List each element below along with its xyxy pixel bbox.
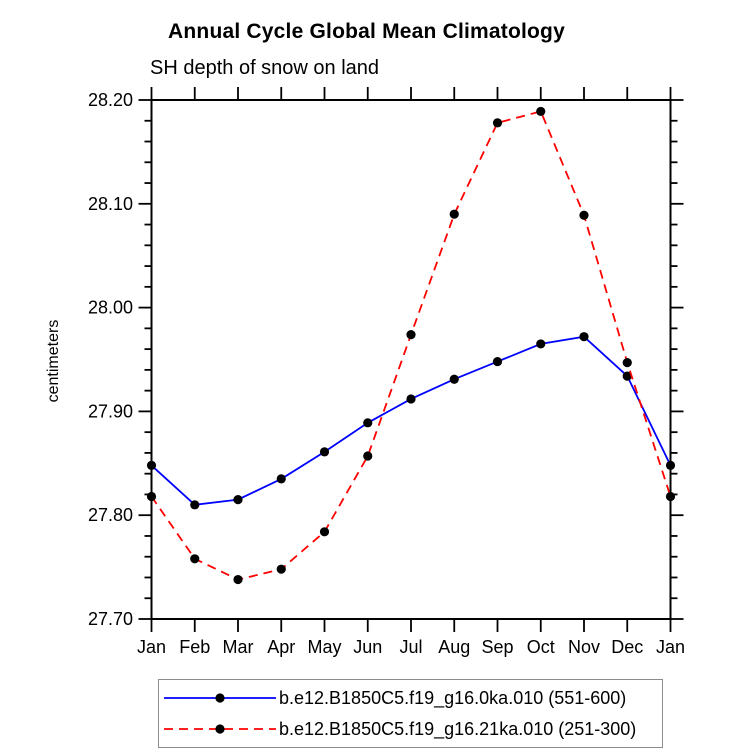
legend-key-dashed-line-icon: [164, 724, 276, 734]
x-tick-label: Mar: [223, 637, 254, 657]
series-line-0: [150, 335, 672, 506]
series-1: [146, 106, 676, 585]
data-point: [276, 474, 286, 484]
legend-item-0ka: b.e12.B1850C5.f19_g16.0ka.010 (551-600): [159, 683, 662, 714]
x-tick-label: Oct: [527, 637, 555, 657]
x-tick-label: Jun: [353, 637, 382, 657]
x-tick-label: Dec: [611, 637, 643, 657]
x-tick-label: Jan: [137, 637, 166, 657]
x-tick-label: May: [307, 637, 341, 657]
legend-key-solid-line-icon: [164, 693, 276, 703]
x-tick-label: Apr: [267, 637, 295, 657]
y-tick-label: 27.90: [88, 401, 133, 421]
legend-item-21ka: b.e12.B1850C5.f19_g16.21ka.010 (251-300): [159, 714, 662, 745]
data-point: [622, 358, 632, 368]
x-tick-label: Jul: [399, 637, 422, 657]
y-tick-label: 28.00: [88, 298, 133, 318]
legend-label-21ka: b.e12.B1850C5.f19_g16.21ka.010 (251-300): [279, 718, 637, 739]
data-point: [665, 460, 676, 470]
data-point: [233, 495, 243, 505]
chart-title: Annual Cycle Global Mean Climatology: [168, 20, 565, 43]
data-point: [146, 491, 157, 502]
x-tick-label: Feb: [179, 637, 210, 657]
data-point: [363, 451, 373, 461]
data-point: [319, 527, 330, 537]
data-point: [233, 574, 243, 585]
data-point: [536, 339, 546, 349]
legend-marker-sample: [215, 693, 225, 703]
x-axis: Jan Feb Mar Apr May Jun Jul Aug Sep Oct Nov Dec Jan: [137, 87, 685, 657]
data-point: [622, 371, 632, 381]
data-point: [190, 554, 200, 564]
data-point: [536, 106, 546, 117]
legend-label-0ka: b.e12.B1850C5.f19_g16.0ka.010 (551-600): [279, 687, 627, 708]
chart-subtitle: SH depth of snow on land: [150, 57, 380, 79]
x-tick-label: Jan: [656, 637, 685, 657]
data-point: [363, 418, 373, 428]
y-tick-label: 27.70: [88, 609, 133, 629]
data-point: [492, 118, 503, 128]
y-tick-label: 28.20: [88, 90, 133, 110]
data-point: [406, 394, 416, 404]
data-point: [146, 460, 157, 470]
x-tick-label: Aug: [438, 637, 470, 657]
x-tick-label: Nov: [568, 637, 600, 657]
data-point: [579, 332, 589, 342]
data-point: [406, 329, 416, 340]
data-point: [319, 447, 330, 457]
y-tick-label: 28.10: [88, 194, 133, 214]
y-axis: 27.70 27.80 27.90 28.00 28.10 28.20: [88, 90, 684, 629]
data-point: [276, 564, 286, 574]
legend: b.e12.B1850C5.f19_g16.0ka.010 (551-600) …: [158, 679, 663, 748]
data-point: [579, 210, 589, 220]
axis-frame: [150, 99, 672, 620]
data-point: [492, 356, 503, 367]
legend-marker-sample: [215, 724, 225, 734]
y-tick-label: 27.80: [88, 505, 133, 525]
data-point: [449, 374, 459, 384]
series-0: [146, 332, 676, 510]
data-point: [190, 500, 200, 510]
data-point: [449, 209, 459, 219]
x-tick-label: Sep: [481, 637, 513, 657]
data-point: [665, 491, 676, 502]
